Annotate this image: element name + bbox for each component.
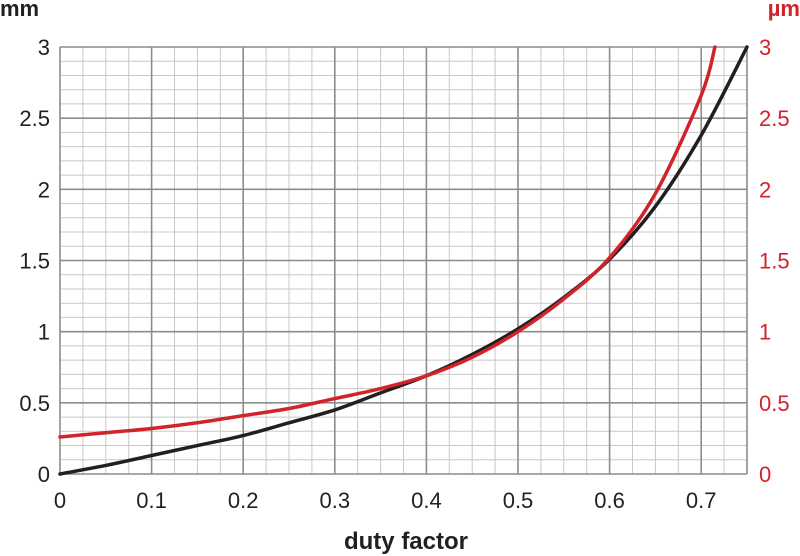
y-right-tick-label: 1.5 [759, 249, 790, 274]
y-right-tick-label: 0 [759, 462, 771, 487]
series-line-right [58, 45, 717, 439]
x-tick-label: 0 [54, 488, 66, 513]
y-right-unit: µm [768, 0, 800, 21]
labels: 0 0.1 0.2 0.3 0.4 0.5 0.6 0.70 00.5 0.51 11.5 1.52 2… [19, 35, 789, 513]
y-left-tick-label: 2 [38, 177, 50, 202]
y-right-tick-label: 2 [759, 177, 771, 202]
y-right-tick-label: 1 [759, 320, 771, 345]
y-left-tick-label: 1.5 [19, 249, 50, 274]
x-tick-label: 0.5 [503, 488, 534, 513]
x-tick-label: 0.1 [136, 488, 167, 513]
x-tick-label: 0.3 [320, 488, 351, 513]
grid-major [59, 46, 748, 475]
y-left-tick-label: 0.5 [19, 391, 50, 416]
x-axis-label: duty factor [344, 528, 468, 555]
y-left-tick-label: 0 [38, 462, 50, 487]
y-right-tick-label: 3 [759, 35, 771, 60]
x-tick-label: 0.2 [228, 488, 259, 513]
y-left-tick-label: 3 [38, 35, 50, 60]
x-tick-label: 0.4 [411, 488, 442, 513]
y-left-tick-label: 2.5 [19, 106, 50, 131]
y-left-unit: mm [0, 0, 39, 21]
x-tick-label: 0.7 [686, 488, 717, 513]
y-right-tick-label: 2.5 [759, 106, 790, 131]
series-layer [58, 45, 749, 476]
x-tick-label: 0.6 [594, 488, 625, 513]
y-left-tick-label: 1 [38, 320, 50, 345]
y-right-tick-label: 0.5 [759, 391, 790, 416]
